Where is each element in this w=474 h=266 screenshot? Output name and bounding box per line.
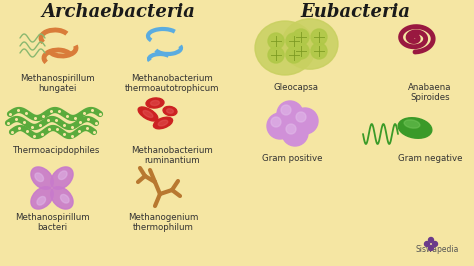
Ellipse shape bbox=[166, 109, 173, 113]
Circle shape bbox=[432, 242, 438, 247]
Ellipse shape bbox=[138, 107, 158, 121]
Circle shape bbox=[267, 113, 293, 139]
Text: Methanospirillum
hungatei: Methanospirillum hungatei bbox=[20, 74, 94, 93]
Text: Anabaena
Spiroides: Anabaena Spiroides bbox=[408, 83, 452, 102]
Circle shape bbox=[292, 108, 318, 134]
Text: Methanogenium
thermophilum: Methanogenium thermophilum bbox=[128, 213, 198, 232]
Circle shape bbox=[428, 246, 434, 251]
Ellipse shape bbox=[154, 117, 173, 129]
Circle shape bbox=[268, 47, 284, 63]
Circle shape bbox=[428, 238, 434, 243]
Circle shape bbox=[282, 120, 308, 146]
Circle shape bbox=[268, 33, 284, 49]
Ellipse shape bbox=[61, 194, 69, 203]
Circle shape bbox=[286, 124, 296, 134]
Text: Methanospirillum
bacteri: Methanospirillum bacteri bbox=[15, 213, 89, 232]
Ellipse shape bbox=[151, 101, 159, 106]
Circle shape bbox=[286, 33, 302, 49]
Text: Thermoacipdophiles: Thermoacipdophiles bbox=[13, 146, 100, 155]
Text: Gram negative: Gram negative bbox=[398, 154, 462, 163]
Ellipse shape bbox=[51, 187, 73, 209]
Text: Siswapedia: Siswapedia bbox=[415, 245, 459, 254]
Circle shape bbox=[277, 101, 303, 127]
Ellipse shape bbox=[143, 110, 153, 118]
Circle shape bbox=[296, 112, 306, 122]
Ellipse shape bbox=[31, 187, 53, 209]
Text: Archaebacteria: Archaebacteria bbox=[41, 3, 195, 21]
Circle shape bbox=[286, 47, 302, 63]
Text: Methanobacterium
thermoautotrophicum: Methanobacterium thermoautotrophicum bbox=[125, 74, 219, 93]
Text: Gram positive: Gram positive bbox=[262, 154, 322, 163]
Text: Methanobacterium
ruminantium: Methanobacterium ruminantium bbox=[131, 146, 213, 165]
Text: Gleocapsa: Gleocapsa bbox=[273, 83, 319, 92]
Circle shape bbox=[293, 29, 309, 45]
Ellipse shape bbox=[163, 106, 177, 116]
Ellipse shape bbox=[282, 19, 338, 69]
Ellipse shape bbox=[404, 120, 420, 128]
Text: Eubacteria: Eubacteria bbox=[300, 3, 410, 21]
Circle shape bbox=[311, 43, 327, 59]
Ellipse shape bbox=[158, 120, 168, 126]
Circle shape bbox=[281, 105, 291, 115]
Ellipse shape bbox=[58, 171, 67, 180]
Ellipse shape bbox=[51, 167, 73, 189]
Ellipse shape bbox=[398, 118, 432, 138]
Ellipse shape bbox=[35, 173, 44, 182]
Ellipse shape bbox=[31, 167, 53, 189]
Circle shape bbox=[311, 29, 327, 45]
Ellipse shape bbox=[255, 21, 315, 75]
Circle shape bbox=[271, 117, 281, 127]
Ellipse shape bbox=[146, 98, 164, 108]
Circle shape bbox=[293, 43, 309, 59]
Circle shape bbox=[425, 242, 429, 247]
Ellipse shape bbox=[37, 197, 46, 205]
